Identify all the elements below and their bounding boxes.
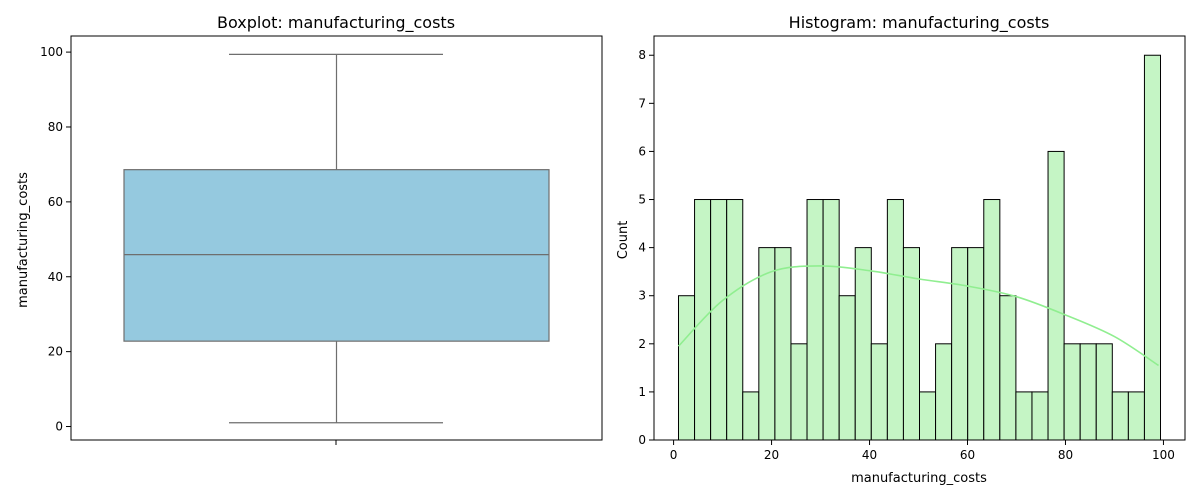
boxplot-y-axis-label: manufacturing_costs <box>16 172 31 308</box>
histogram-bar <box>999 295 1017 441</box>
boxplot-body <box>123 53 550 424</box>
histogram-kde-line <box>677 265 1159 367</box>
histogram-bar <box>1047 150 1065 441</box>
histogram-y-tick-label: 5 <box>638 193 646 207</box>
histogram-x-tick-label: 20 <box>764 448 779 462</box>
histogram-bar <box>951 247 969 441</box>
histogram-bar <box>726 199 744 441</box>
boxplot-y-tick-label: 100 <box>40 45 63 59</box>
boxplot-y-tick-label: 40 <box>48 270 63 284</box>
histogram-y-tick-label: 0 <box>638 433 646 447</box>
boxplot-y-tick-label: 80 <box>48 120 63 134</box>
histogram-y-tick-label: 1 <box>638 385 646 399</box>
histogram-y-ticks: 0 1 2 3 4 5 6 7 8 <box>638 48 654 447</box>
histogram-x-tick-label: 80 <box>1058 448 1073 462</box>
histogram-x-tick-label: 40 <box>862 448 877 462</box>
histogram-bars <box>677 54 1162 441</box>
histogram-bar <box>1079 343 1097 441</box>
histogram-bar <box>983 199 1001 441</box>
boxplot-y-tick-label: 20 <box>48 345 63 359</box>
histogram-bar <box>919 391 937 441</box>
histogram-y-tick-label: 7 <box>638 96 646 110</box>
histogram-title: Histogram: manufacturing_costs <box>789 13 1050 33</box>
histogram-bar <box>838 295 856 441</box>
histogram-bar <box>742 391 760 441</box>
histogram-bar <box>886 199 904 441</box>
histogram-y-axis-label: Count <box>616 221 631 260</box>
histogram-x-axis-label: manufacturing_costs <box>851 471 987 486</box>
histogram-bar <box>1095 343 1113 441</box>
boxplot-y-tick-label: 0 <box>55 420 63 434</box>
boxplot-panel: Boxplot: manufacturing_costs manufacturi… <box>16 13 603 445</box>
histogram-bar <box>1063 343 1081 441</box>
boxplot-y-ticks: 0 20 40 60 80 100 <box>40 45 71 434</box>
histogram-bar <box>806 199 824 441</box>
histogram-bar <box>774 247 792 441</box>
histogram-bar <box>677 295 696 441</box>
histogram-y-tick-label: 6 <box>638 144 646 158</box>
boxplot-y-tick-label: 60 <box>48 195 63 209</box>
histogram-y-tick-label: 3 <box>638 289 646 303</box>
histogram-bar <box>790 343 808 441</box>
histogram-bar <box>1127 391 1145 441</box>
histogram-panel: Histogram: manufacturing_costs Count man… <box>616 13 1186 486</box>
histogram-bar <box>1111 391 1129 441</box>
histogram-y-tick-label: 4 <box>638 241 646 255</box>
histogram-x-tick-label: 0 <box>670 448 678 462</box>
histogram-x-tick-label: 100 <box>1152 448 1175 462</box>
histogram-axes-frame <box>653 35 1186 441</box>
histogram-bar <box>1015 391 1033 441</box>
histogram-bar <box>1143 54 1162 441</box>
boxplot-title: Boxplot: manufacturing_costs <box>217 13 455 33</box>
histogram-bar <box>710 199 728 441</box>
histogram-bar <box>935 343 953 441</box>
histogram-bar <box>1031 391 1049 441</box>
histogram-x-tick-label: 60 <box>960 448 975 462</box>
boxplot-box <box>123 169 550 342</box>
histogram-y-tick-label: 8 <box>638 48 646 62</box>
histogram-bar <box>870 343 888 441</box>
histogram-bar <box>854 247 872 441</box>
histogram-bar <box>967 247 985 441</box>
histogram-bar <box>822 199 840 441</box>
histogram-y-tick-label: 2 <box>638 337 646 351</box>
histogram-x-ticks: 0 20 40 60 80 100 <box>670 440 1175 462</box>
